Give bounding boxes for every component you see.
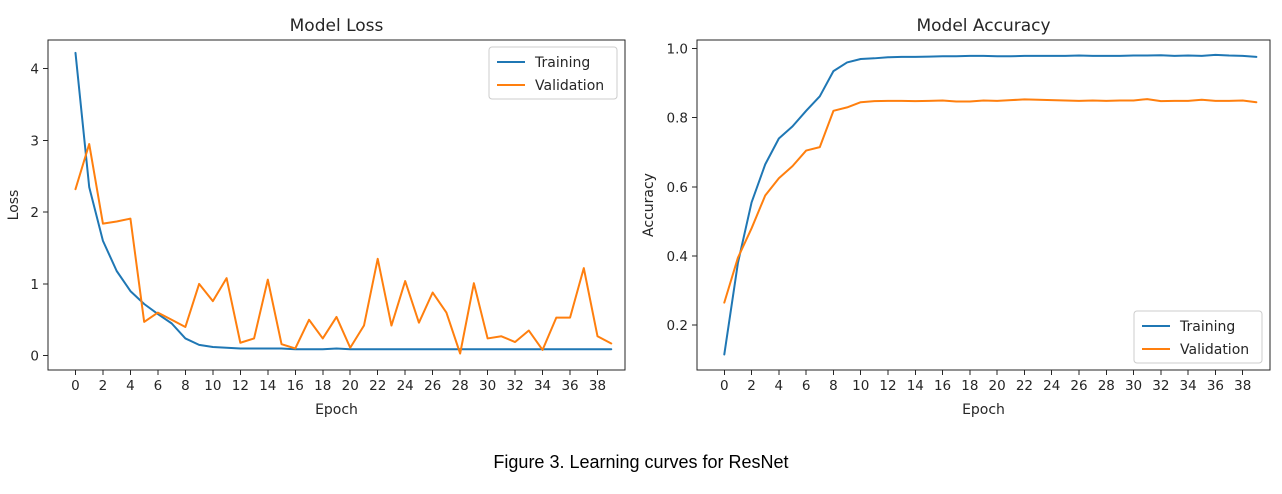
accuracy-x-tick-label: 6 bbox=[802, 378, 811, 394]
accuracy-x-tick-label: 32 bbox=[1152, 378, 1169, 394]
loss-y-tick-label: 0 bbox=[30, 349, 39, 365]
loss-legend: Training Validation bbox=[488, 46, 618, 100]
accuracy-y-tick-label: 0.8 bbox=[667, 111, 688, 127]
accuracy-series-validation-line bbox=[723, 98, 1258, 304]
loss-x-tick-label: 38 bbox=[589, 378, 606, 394]
accuracy-series-training-line bbox=[723, 53, 1258, 356]
loss-chart-title: Model Loss bbox=[290, 16, 384, 36]
loss-legend-label-validation: Validation bbox=[535, 78, 604, 94]
accuracy-x-tick-label: 18 bbox=[961, 378, 978, 394]
accuracy-x-tick-label: 16 bbox=[934, 378, 951, 394]
accuracy-x-tick-label: 4 bbox=[775, 378, 784, 394]
loss-y-tick-label: 3 bbox=[30, 133, 39, 149]
accuracy-legend: Training Validation bbox=[1133, 310, 1263, 364]
loss-series-training-line bbox=[74, 51, 613, 351]
loss-x-tick-label: 22 bbox=[369, 378, 386, 394]
loss-x-tick-label: 18 bbox=[314, 378, 331, 394]
loss-x-tick-label: 8 bbox=[181, 378, 190, 394]
loss-x-tick-label: 28 bbox=[452, 378, 469, 394]
accuracy-x-axis-title: Epoch bbox=[962, 402, 1005, 418]
accuracy-legend-label-validation: Validation bbox=[1180, 342, 1249, 358]
loss-x-tick-label: 32 bbox=[507, 378, 524, 394]
loss-x-tick-label: 2 bbox=[99, 378, 108, 394]
loss-x-tick-label: 24 bbox=[397, 378, 414, 394]
loss-y-axis-title: Loss bbox=[6, 190, 22, 221]
accuracy-y-tick-label: 0.4 bbox=[667, 249, 688, 265]
loss-x-tick-label: 10 bbox=[204, 378, 221, 394]
loss-legend-label-training: Training bbox=[534, 55, 590, 71]
accuracy-y-axis-title: Accuracy bbox=[641, 173, 657, 237]
accuracy-x-tick-label: 20 bbox=[989, 378, 1006, 394]
accuracy-chart-title: Model Accuracy bbox=[916, 16, 1050, 36]
loss-x-axis-title: Epoch bbox=[315, 402, 358, 418]
loss-x-tick-label: 0 bbox=[71, 378, 80, 394]
accuracy-x-tick-label: 22 bbox=[1016, 378, 1033, 394]
loss-y-tick-label: 1 bbox=[30, 277, 39, 293]
accuracy-x-tick-label: 30 bbox=[1125, 378, 1142, 394]
accuracy-plot-frame bbox=[696, 39, 1271, 371]
accuracy-x-tick-label: 38 bbox=[1234, 378, 1251, 394]
accuracy-y-tick-label: 0.2 bbox=[667, 318, 688, 334]
loss-y-tick-label: 4 bbox=[30, 62, 39, 78]
loss-x-tick-label: 34 bbox=[534, 378, 551, 394]
accuracy-x-tick-label: 28 bbox=[1098, 378, 1115, 394]
loss-x-tick-label: 14 bbox=[259, 378, 276, 394]
accuracy-legend-label-training: Training bbox=[1179, 319, 1235, 335]
accuracy-x-tick-label: 0 bbox=[720, 378, 729, 394]
accuracy-x-tick-label: 12 bbox=[879, 378, 896, 394]
accuracy-x-tick-label: 34 bbox=[1180, 378, 1197, 394]
loss-x-tick-label: 26 bbox=[424, 378, 441, 394]
loss-x-tick-label: 20 bbox=[342, 378, 359, 394]
figure-caption: Figure 3. Learning curves for ResNet bbox=[493, 452, 789, 472]
loss-x-tick-label: 12 bbox=[232, 378, 249, 394]
accuracy-x-tick-label: 24 bbox=[1043, 378, 1060, 394]
loss-series-validation-line bbox=[74, 143, 613, 355]
accuracy-x-tick-label: 8 bbox=[829, 378, 838, 394]
loss-x-tick-label: 6 bbox=[154, 378, 163, 394]
accuracy-x-tick-label: 26 bbox=[1070, 378, 1087, 394]
loss-plot-frame bbox=[47, 39, 626, 371]
loss-x-tick-label: 30 bbox=[479, 378, 496, 394]
accuracy-x-tick-label: 2 bbox=[747, 378, 756, 394]
accuracy-x-tick-label: 14 bbox=[907, 378, 924, 394]
loss-y-tick-label: 2 bbox=[30, 205, 39, 221]
accuracy-x-tick-label: 36 bbox=[1207, 378, 1224, 394]
accuracy-x-tick-label: 10 bbox=[852, 378, 869, 394]
loss-x-tick-label: 16 bbox=[287, 378, 304, 394]
accuracy-y-tick-label: 0.6 bbox=[667, 180, 688, 196]
loss-x-tick-label: 36 bbox=[561, 378, 578, 394]
loss-x-tick-label: 4 bbox=[126, 378, 135, 394]
accuracy-y-tick-label: 1.0 bbox=[667, 42, 688, 58]
